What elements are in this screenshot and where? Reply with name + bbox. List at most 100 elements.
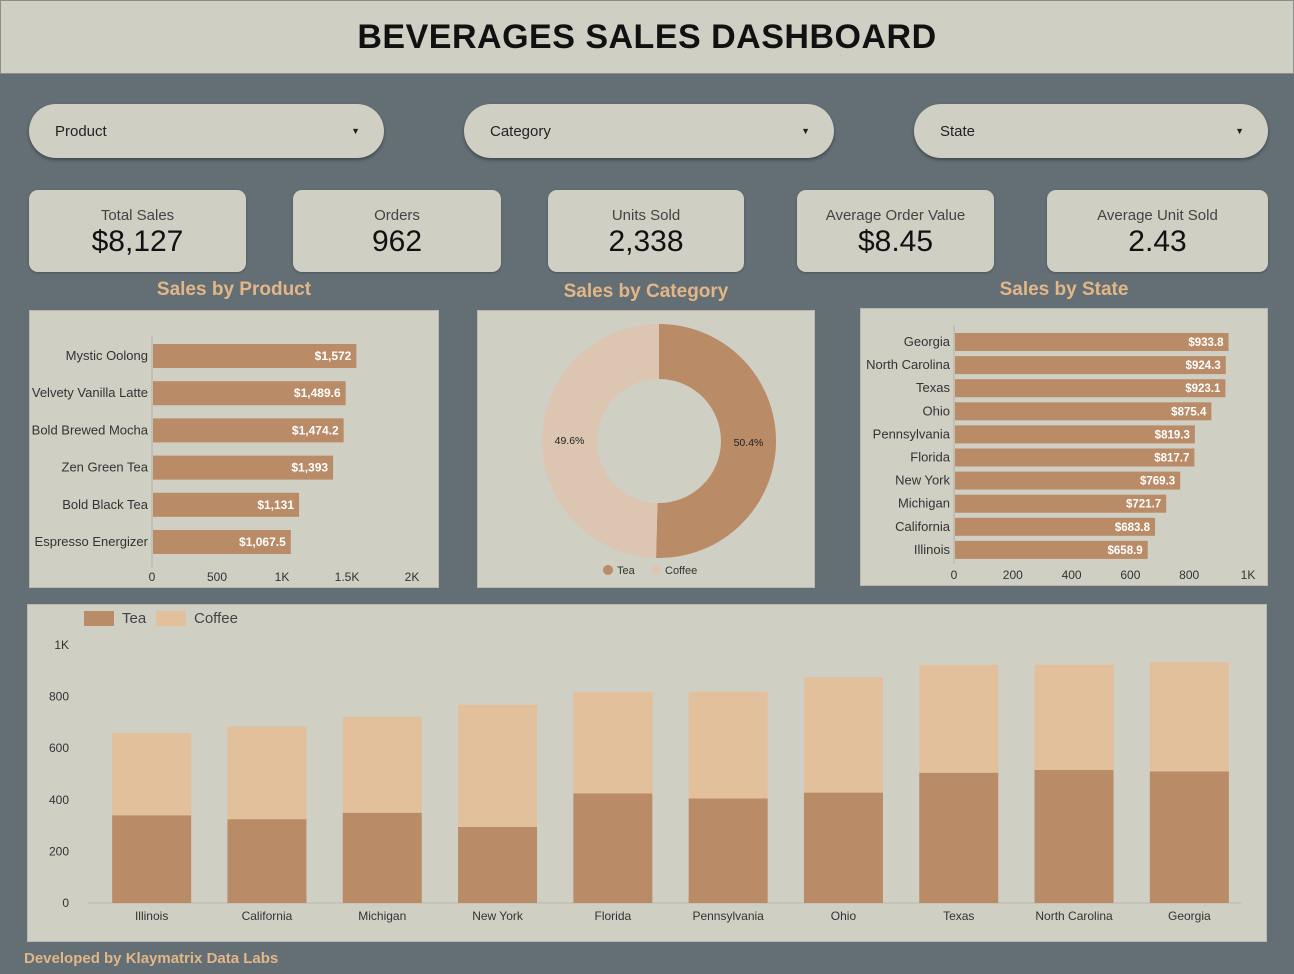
kpi-average-order-value: Average Order Value $8.45	[797, 190, 994, 272]
category-label: Georgia	[904, 334, 951, 349]
category-label: Texas	[916, 380, 950, 395]
bar	[955, 333, 1229, 351]
data-label: $769.3	[1140, 476, 1175, 488]
chevron-down-icon: ▼	[351, 126, 360, 136]
kpi-total-sales: Total Sales $8,127	[29, 190, 246, 272]
bar	[955, 471, 1181, 490]
kpi-label: Orders	[374, 207, 420, 224]
y-tick-label: 800	[49, 690, 69, 704]
bar-tea	[1149, 771, 1229, 903]
data-label: $683.8	[1115, 522, 1151, 534]
bar-tea	[688, 798, 768, 903]
bar-tea	[227, 819, 307, 903]
page-title: BEVERAGES SALES DASHBOARD	[357, 17, 937, 56]
data-label: $817.7	[1154, 453, 1189, 465]
x-tick-label: North Carolina	[1035, 909, 1113, 923]
data-label: $658.9	[1108, 545, 1143, 557]
kpi-label: Units Sold	[611, 207, 681, 224]
state-chart-panel: Georgia $933.8 North Carolina $924.3 Texas $9…	[860, 308, 1268, 586]
kpi-label: Total Sales	[100, 207, 175, 224]
x-tick-label: Florida	[595, 909, 632, 923]
x-tick-label: 800	[1179, 568, 1199, 582]
x-tick-label: Texas	[943, 909, 974, 923]
kpi-value: 962	[371, 225, 423, 258]
data-label: $923.1	[1185, 383, 1221, 395]
category-label: Ohio	[923, 403, 950, 418]
bar-coffee	[688, 691, 768, 799]
data-label: $1,393	[291, 461, 328, 475]
x-tick-label: 0	[951, 568, 958, 582]
data-label: $933.8	[1188, 337, 1224, 349]
x-tick-label: 1K	[275, 570, 290, 584]
kpi-value: $8.45	[857, 225, 934, 258]
category-label: Pennsylvania	[873, 426, 951, 441]
bar	[153, 418, 344, 443]
category-label: Zen Green Tea	[62, 460, 149, 475]
slice-coffee	[542, 324, 659, 558]
bar	[153, 492, 300, 517]
x-tick-label: Pennsylvania	[692, 909, 764, 923]
state-filter-dropdown[interactable]: State ▼	[914, 104, 1268, 158]
category-filter-label: Category	[490, 122, 551, 140]
kpi-units-sold: Units Sold 2,338	[548, 190, 744, 272]
legend-label: Coffee	[665, 565, 697, 577]
x-tick-label: 1.5K	[335, 570, 360, 584]
x-tick-label: California	[242, 909, 293, 923]
category-donut-chart: 50.4% 49.6% Tea Coffee	[542, 324, 777, 577]
x-tick-label: 600	[1120, 568, 1140, 582]
state-category-chart-panel: 0 200 400 600 800 1K Illinois California Michiga…	[27, 604, 1267, 942]
category-label: Mystic Oolong	[66, 348, 148, 363]
bar	[955, 356, 1226, 375]
category-label: New York	[895, 473, 950, 488]
state-bar-chart: Georgia $933.8 North Carolina $924.3 Texas $9…	[866, 325, 1255, 582]
bar-coffee	[1149, 662, 1229, 772]
legend-marker	[156, 611, 186, 626]
bar	[955, 517, 1156, 536]
legend-marker	[603, 565, 613, 575]
y-tick-label: 200	[49, 844, 69, 858]
bar	[955, 379, 1226, 398]
data-label: $819.3	[1155, 429, 1190, 441]
category-label: Bold Black Tea	[62, 497, 149, 512]
category-label: Michigan	[898, 496, 950, 511]
legend-marker	[651, 565, 661, 575]
x-tick-label: 2K	[405, 570, 420, 584]
y-tick-label: 400	[49, 793, 69, 807]
bar	[153, 381, 346, 406]
kpi-orders: Orders 962	[293, 190, 501, 272]
kpi-value: 2,338	[608, 225, 684, 258]
bar-tea	[112, 815, 192, 903]
bar	[955, 402, 1212, 421]
x-tick-label: Illinois	[135, 909, 168, 923]
legend-label: Tea	[617, 565, 636, 577]
category-label: California	[895, 519, 951, 534]
slice-label: 49.6%	[555, 435, 585, 447]
bar	[955, 494, 1167, 513]
product-filter-dropdown[interactable]: Product ▼	[29, 104, 384, 158]
product-chart-panel: Mystic Oolong $1,572 Velvety Vanilla Latte…	[29, 310, 439, 588]
footer-credit: Developed by Klaymatrix Data Labs	[24, 950, 279, 967]
x-tick-label: 500	[207, 570, 227, 584]
data-label: $1,474.2	[292, 423, 339, 437]
kpi-value: $8,127	[91, 225, 184, 258]
sales-by-state-title: Sales by State	[999, 279, 1129, 300]
chevron-down-icon: ▼	[801, 126, 810, 136]
category-label: Espresso Energizer	[35, 534, 149, 549]
bar-tea	[919, 772, 999, 903]
sales-by-product-title: Sales by Product	[156, 279, 312, 300]
kpi-label: Average Order Value	[825, 207, 966, 224]
data-label: $1,572	[315, 349, 352, 363]
bar	[153, 344, 357, 368]
bar-tea	[458, 826, 538, 903]
y-tick-label: 600	[49, 741, 69, 755]
data-label: $1,067.5	[239, 535, 286, 549]
category-filter-dropdown[interactable]: Category ▼	[464, 104, 834, 158]
bar-tea	[803, 792, 883, 903]
kpi-label: Average Unit Sold	[1097, 207, 1218, 224]
x-tick-label: 200	[1003, 568, 1023, 582]
bar-tea	[342, 812, 422, 903]
bar	[153, 530, 291, 554]
category-label: Florida	[910, 450, 951, 465]
x-tick-label: 0	[149, 570, 156, 584]
dashboard-header: BEVERAGES SALES DASHBOARD	[0, 0, 1294, 74]
